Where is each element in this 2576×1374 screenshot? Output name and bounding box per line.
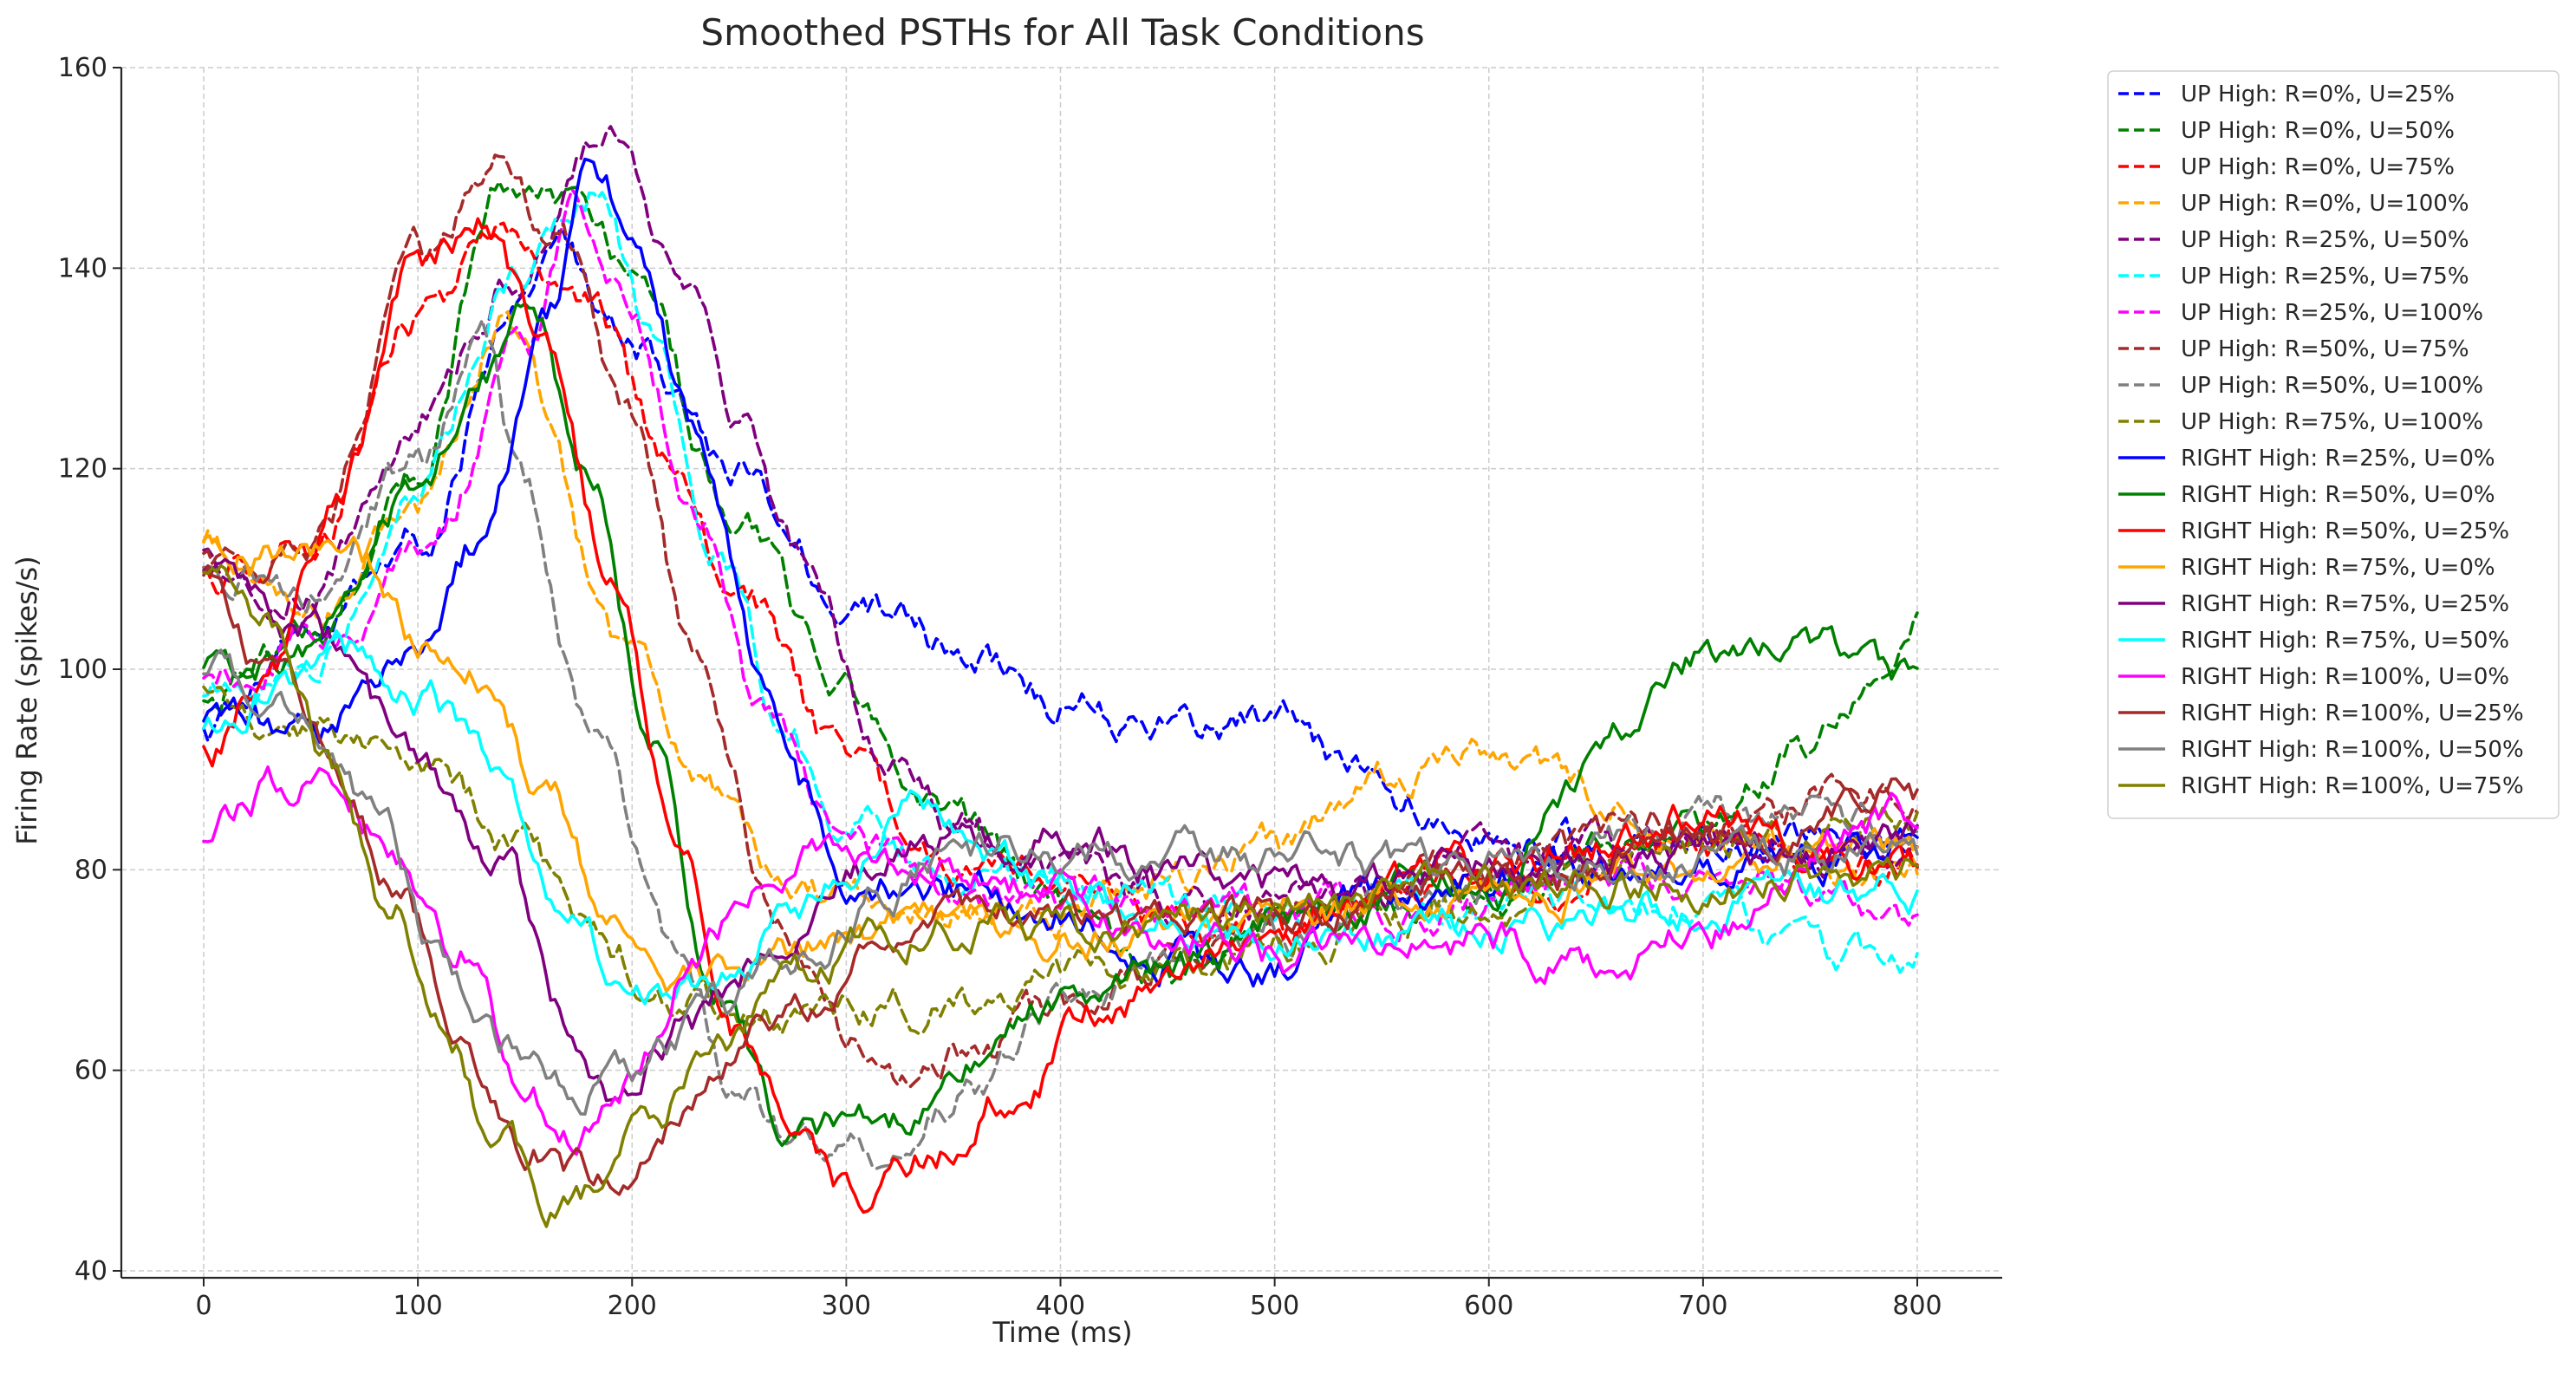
legend-entry-label: UP High: R=50%, U=75%	[2181, 336, 2469, 362]
series-line	[202, 648, 1919, 1116]
legend-entry-label: UP High: R=0%, U=50%	[2181, 118, 2455, 144]
series-line	[202, 153, 1919, 1089]
series-lines	[202, 125, 1919, 1228]
axes: 0 100 200 300 400 500 600 700 800 40 60 80 100 120 140…	[58, 53, 2002, 1321]
legend-entry-label: UP High: R=0%, U=100%	[2181, 191, 2469, 217]
legend-entry-label: RIGHT High: R=75%, U=25%	[2181, 591, 2509, 617]
y-tick-label: 120	[58, 454, 107, 485]
legend-entry-label: RIGHT High: R=25%, U=0%	[2181, 446, 2495, 472]
y-tick-label: 80	[75, 855, 107, 885]
x-tick-label: 0	[195, 1291, 211, 1321]
legend-entry-label: RIGHT High: R=100%, U=50%	[2181, 737, 2524, 763]
legend-entry-label: RIGHT High: R=100%, U=25%	[2181, 700, 2524, 726]
legend-entry-label: UP High: R=0%, U=75%	[2181, 154, 2455, 180]
series-line	[202, 557, 1919, 1103]
series-line	[202, 191, 1919, 974]
series-line	[202, 302, 1919, 1148]
x-tick-label: 300	[822, 1291, 871, 1321]
legend-box	[2107, 70, 2560, 819]
series-line	[202, 310, 1919, 941]
x-tick-label: 500	[1250, 1291, 1299, 1321]
x-tick-label: 200	[608, 1291, 657, 1321]
legend: UP High: R=0%, U=25% UP High: R=0%, U=50%…	[2107, 70, 2560, 819]
x-tick-label: 800	[1892, 1291, 1942, 1321]
x-tick-label: 400	[1036, 1291, 1085, 1321]
y-tick-label: 160	[58, 53, 107, 83]
x-tick-label: 600	[1464, 1291, 1513, 1321]
series-line	[202, 534, 1919, 993]
x-tick-label: 100	[393, 1291, 442, 1321]
y-tick-label: 140	[58, 253, 107, 283]
y-tick-label: 40	[75, 1256, 107, 1286]
chart-title: Smoothed PSTHs for All Task Conditions	[700, 11, 1424, 54]
series-line	[202, 217, 1919, 1214]
legend-entry-label: UP High: R=0%, U=25%	[2181, 81, 2455, 107]
x-axis-label: Time (ms)	[992, 1316, 1132, 1349]
legend-entry-label: UP High: R=25%, U=100%	[2181, 300, 2483, 326]
legend-entry-label: RIGHT High: R=100%, U=0%	[2181, 664, 2509, 690]
series-line	[202, 563, 1919, 1228]
series-line	[202, 157, 1919, 988]
y-tick-label: 60	[75, 1056, 107, 1086]
legend-entry-label: UP High: R=50%, U=100%	[2181, 373, 2483, 399]
series-line	[202, 563, 1919, 1196]
legend-entry-label: RIGHT High: R=75%, U=50%	[2181, 628, 2509, 654]
x-tick-label: 700	[1678, 1291, 1727, 1321]
y-axis-label: Firing Rate (spikes/s)	[10, 556, 43, 844]
legend-entry-label: RIGHT High: R=50%, U=0%	[2181, 482, 2495, 508]
series-line	[202, 765, 1919, 1156]
series-line	[202, 685, 1919, 1036]
grid	[121, 67, 2002, 1278]
y-tick-label: 100	[58, 654, 107, 685]
legend-entry-label: RIGHT High: R=100%, U=75%	[2181, 773, 2524, 799]
legend-entry-label: UP High: R=75%, U=100%	[2181, 409, 2483, 435]
legend-entry-label: RIGHT High: R=50%, U=25%	[2181, 518, 2509, 544]
legend-entry-label: UP High: R=25%, U=75%	[2181, 264, 2469, 290]
legend-entry-label: RIGHT High: R=75%, U=0%	[2181, 555, 2495, 581]
legend-entry-label: UP High: R=25%, U=50%	[2181, 227, 2469, 253]
